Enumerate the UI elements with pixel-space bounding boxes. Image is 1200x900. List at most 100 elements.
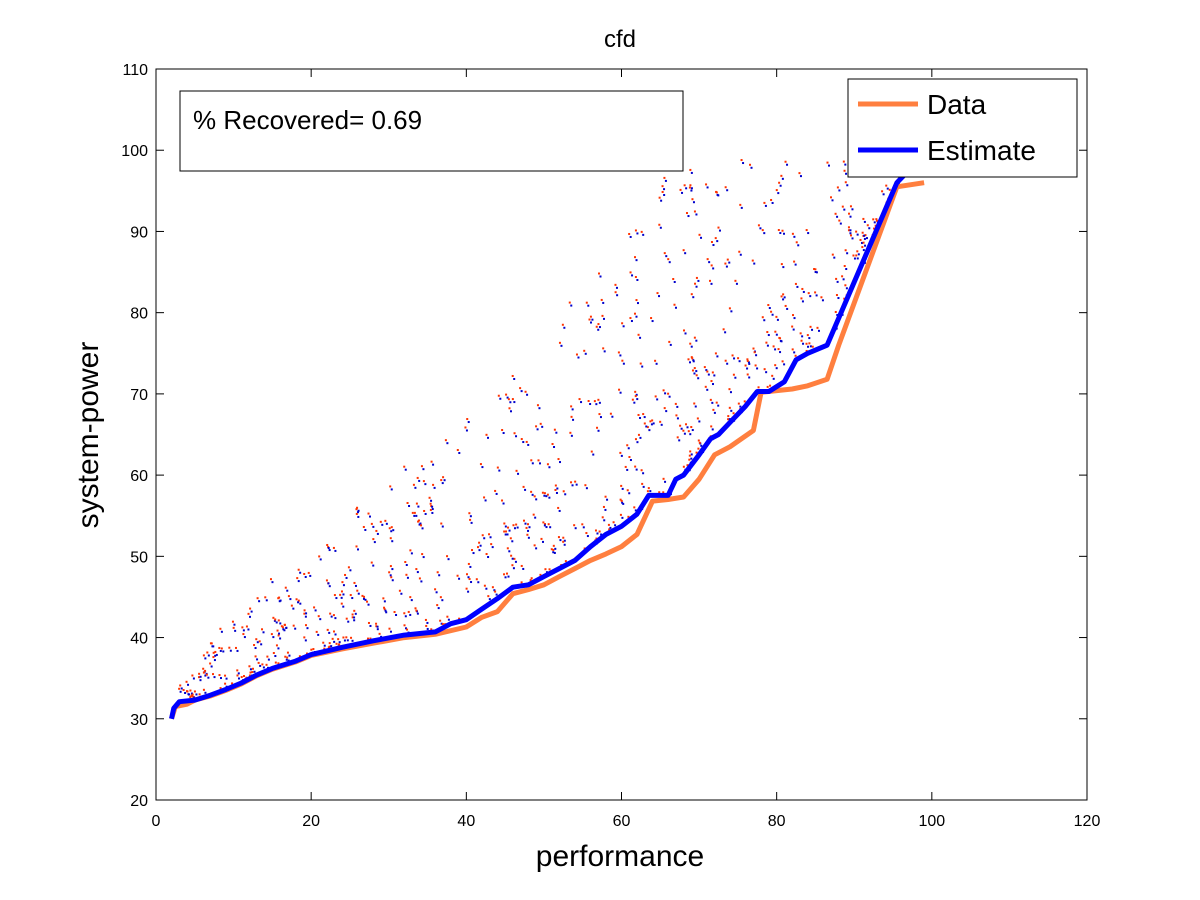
scatter-point bbox=[710, 282, 713, 285]
scatter-point bbox=[815, 294, 818, 297]
scatter-point bbox=[688, 186, 691, 189]
scatter-point bbox=[809, 345, 812, 348]
scatter-point bbox=[882, 193, 885, 196]
scatter-point bbox=[345, 576, 348, 579]
scatter-point bbox=[685, 187, 688, 190]
scatter-point bbox=[525, 440, 528, 443]
scatter-point bbox=[667, 258, 670, 261]
scatter-point bbox=[724, 262, 727, 265]
scatter-point bbox=[684, 332, 687, 335]
scatter-point bbox=[607, 523, 610, 526]
scatter-point bbox=[231, 682, 234, 685]
scatter-point bbox=[470, 581, 473, 584]
scatter-point bbox=[274, 661, 277, 664]
scatter-point bbox=[389, 630, 392, 633]
scatter-point bbox=[304, 639, 307, 642]
legend-label-estimate: Estimate bbox=[927, 135, 1036, 166]
y-tick-label: 20 bbox=[130, 793, 148, 810]
scatter-point bbox=[792, 328, 795, 331]
scatter-point bbox=[391, 540, 394, 543]
scatter-point bbox=[520, 438, 523, 441]
scatter-point bbox=[207, 654, 210, 657]
scatter-point bbox=[503, 522, 506, 525]
scatter-point bbox=[469, 518, 472, 521]
scatter-point bbox=[599, 416, 602, 419]
scatter-point bbox=[706, 186, 709, 189]
scatter-point bbox=[312, 648, 315, 651]
scatter-point bbox=[511, 540, 514, 543]
scatter-point bbox=[770, 198, 773, 201]
scatter-point bbox=[622, 362, 625, 365]
scatter-point bbox=[404, 615, 407, 618]
scatter-point bbox=[630, 320, 633, 323]
scatter-point bbox=[403, 465, 406, 468]
scatter-point bbox=[664, 480, 667, 483]
scatter-point bbox=[849, 232, 852, 235]
scatter-point bbox=[634, 390, 637, 393]
scatter-point bbox=[709, 398, 712, 401]
scatter-point bbox=[315, 630, 318, 633]
scatter-point bbox=[678, 439, 681, 442]
scatter-point bbox=[620, 484, 623, 487]
scatter-point bbox=[317, 633, 320, 636]
scatter-point bbox=[650, 423, 653, 426]
scatter-point bbox=[777, 229, 780, 232]
scatter-point bbox=[516, 526, 519, 529]
scatter-point bbox=[258, 600, 261, 603]
scatter-point bbox=[633, 312, 636, 315]
scatter-point bbox=[209, 662, 212, 665]
scatter-point bbox=[664, 392, 667, 395]
scatter-point bbox=[326, 628, 329, 631]
scatter-point bbox=[843, 208, 846, 211]
scatter-point bbox=[595, 403, 598, 406]
scatter-point bbox=[388, 527, 391, 530]
scatter-point bbox=[614, 524, 617, 527]
x-tick-label: 20 bbox=[302, 813, 320, 830]
scatter-point bbox=[490, 543, 493, 546]
scatter-point bbox=[417, 505, 420, 508]
scatter-point bbox=[679, 188, 682, 191]
scatter-point bbox=[375, 529, 378, 532]
scatter-point bbox=[351, 639, 354, 642]
scatter-point bbox=[834, 310, 837, 313]
scatter-point bbox=[654, 395, 657, 398]
scatter-point bbox=[189, 696, 192, 699]
scatter-point bbox=[545, 526, 548, 529]
scatter-point bbox=[691, 198, 694, 201]
scatter-point bbox=[706, 388, 709, 391]
scatter-point bbox=[820, 296, 823, 299]
scatter-point bbox=[791, 348, 794, 351]
scatter-point bbox=[636, 398, 639, 401]
scatter-point bbox=[864, 244, 867, 247]
scatter-point bbox=[522, 519, 525, 522]
scatter-point bbox=[415, 502, 418, 505]
scatter-point bbox=[220, 647, 223, 650]
scatter-point bbox=[526, 533, 529, 536]
scatter-point bbox=[765, 371, 768, 374]
legend-label-data: Data bbox=[927, 89, 987, 120]
scatter-point bbox=[690, 171, 693, 174]
scatter-point bbox=[207, 676, 210, 679]
scatter-point bbox=[683, 184, 686, 187]
scatter-point bbox=[222, 650, 225, 653]
scatter-point bbox=[355, 512, 358, 515]
scatter-point bbox=[683, 329, 686, 332]
scatter-point bbox=[842, 278, 845, 281]
scatter-point bbox=[383, 600, 386, 603]
scatter-point bbox=[707, 373, 710, 376]
scatter-point bbox=[562, 490, 565, 493]
scatter-point bbox=[432, 463, 435, 466]
scatter-point bbox=[493, 589, 496, 592]
scatter-point bbox=[367, 621, 370, 624]
scatter-point bbox=[415, 609, 418, 612]
scatter-point bbox=[689, 342, 692, 345]
scatter-point bbox=[179, 684, 182, 687]
scatter-point bbox=[422, 480, 425, 483]
scatter-point bbox=[540, 537, 543, 540]
scatter-point bbox=[297, 568, 300, 571]
scatter-point bbox=[844, 249, 847, 252]
scatter-point bbox=[801, 287, 804, 290]
recovered-annotation: % Recovered= 0.69 bbox=[193, 105, 422, 135]
scatter-point bbox=[704, 385, 707, 388]
scatter-point bbox=[356, 589, 359, 592]
